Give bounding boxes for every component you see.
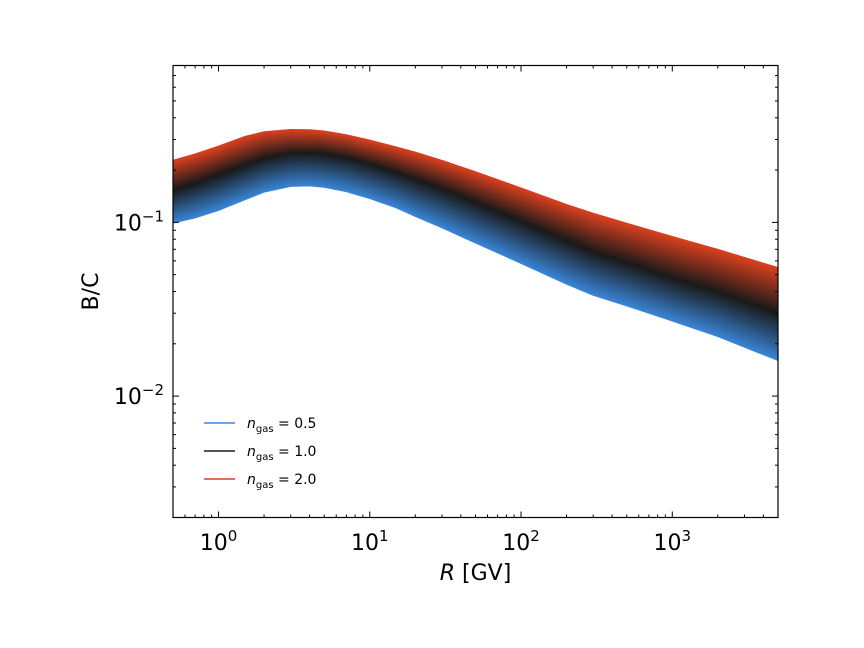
x-axis-label: R [GV] [440,561,512,586]
x-tick-label: 100 [200,527,238,556]
x-tick-label: 103 [654,527,692,556]
band-layer [173,128,778,362]
legend-label: ngas = 1.0 [247,444,316,463]
band-segment [173,128,778,270]
plot-frame [172,64,779,519]
x-tick-label: 101 [351,527,389,556]
legend-label: ngas = 0.5 [247,416,316,435]
y-tick-label: 10−2 [114,381,164,410]
legend: ngas = 0.5 ngas = 1.0 ngas = 2.0 [204,416,316,491]
legend-label: ngas = 2.0 [247,472,316,491]
y-tick-label: 10−1 [114,207,164,236]
x-tick-label: 102 [502,527,540,556]
y-axis-label: B/C [79,273,104,311]
tick-label-layer: 100 101 102 103 10−2 10−1 [114,207,691,556]
